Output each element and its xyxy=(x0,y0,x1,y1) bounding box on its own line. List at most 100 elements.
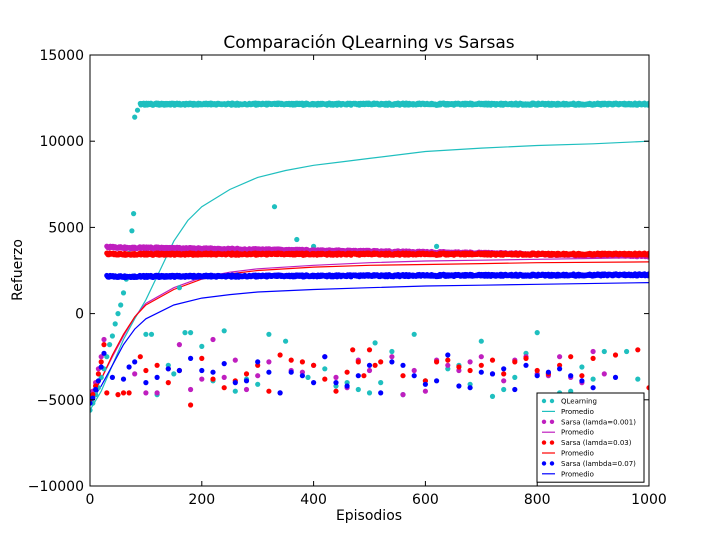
data-point xyxy=(243,378,250,384)
data-point xyxy=(400,373,406,379)
data-point xyxy=(288,357,294,363)
data-point xyxy=(501,378,507,384)
data-point xyxy=(467,359,473,365)
data-point xyxy=(104,390,110,396)
data-point xyxy=(590,348,596,355)
data-point xyxy=(95,378,101,384)
data-point xyxy=(478,362,484,368)
data-point xyxy=(579,364,585,370)
data-point xyxy=(501,386,507,393)
x-tick-label: 0 xyxy=(86,492,95,508)
data-point xyxy=(188,355,194,361)
data-point xyxy=(266,331,272,337)
legend-label: Sarsa (lamda=0.03) xyxy=(561,439,632,447)
data-point xyxy=(456,364,462,370)
data-point xyxy=(126,364,132,370)
data-point xyxy=(199,367,205,374)
data-point xyxy=(221,328,227,334)
data-point xyxy=(182,330,188,336)
data-point xyxy=(411,331,417,337)
data-point xyxy=(131,211,137,217)
data-point xyxy=(101,342,107,348)
data-point xyxy=(90,407,93,413)
data-point xyxy=(134,107,141,113)
legend-box xyxy=(536,392,645,483)
y-tick-label: 10000 xyxy=(39,134,84,150)
plot-frame xyxy=(89,54,650,487)
data-point xyxy=(199,376,205,382)
data-point xyxy=(590,385,596,391)
legend-marker xyxy=(549,419,555,424)
data-point xyxy=(322,354,328,360)
data-point xyxy=(579,373,585,379)
data-point xyxy=(154,374,160,380)
data-point xyxy=(115,392,121,398)
data-point xyxy=(512,374,518,380)
data-point xyxy=(132,371,138,377)
data-point xyxy=(344,369,350,375)
data-point xyxy=(299,373,305,379)
legend-marker xyxy=(541,398,547,404)
legend-label: Promedio xyxy=(561,450,594,458)
data-point xyxy=(422,388,428,394)
data-point xyxy=(283,338,289,344)
series-line-7 xyxy=(90,282,649,404)
data-point xyxy=(333,388,339,394)
data-point xyxy=(557,354,563,360)
data-point xyxy=(277,390,283,396)
legend-label: Promedio xyxy=(561,470,594,478)
data-point xyxy=(277,352,283,358)
data-point xyxy=(366,390,373,396)
data-point xyxy=(378,380,384,386)
data-point xyxy=(132,359,138,365)
data-point xyxy=(489,357,496,363)
y-tick-label: 0 xyxy=(75,307,84,323)
data-point xyxy=(350,347,356,353)
data-point xyxy=(176,367,182,374)
legend-marker xyxy=(541,440,547,445)
data-point xyxy=(400,362,406,368)
data-point xyxy=(400,392,406,398)
data-point xyxy=(243,386,250,393)
series-points-0 xyxy=(90,100,649,413)
data-point xyxy=(624,348,630,355)
data-point xyxy=(590,376,596,382)
data-point xyxy=(232,388,238,394)
legend-label: QLearning xyxy=(561,398,597,406)
data-point xyxy=(601,371,607,377)
data-point xyxy=(389,348,395,355)
data-point xyxy=(512,359,518,365)
data-point xyxy=(322,376,328,382)
data-point xyxy=(612,352,619,358)
y-tick-label: 15000 xyxy=(39,48,84,64)
legend-label: Sarsa (lamda=0.001) xyxy=(561,418,636,426)
data-point xyxy=(266,359,272,365)
data-point xyxy=(98,359,104,365)
legend-marker xyxy=(549,461,555,466)
data-point xyxy=(109,333,115,339)
legend-marker xyxy=(549,398,555,404)
data-point xyxy=(221,361,227,367)
data-point xyxy=(210,369,216,375)
data-point xyxy=(148,331,155,337)
data-point xyxy=(501,371,507,377)
data-point xyxy=(568,373,574,379)
data-point xyxy=(271,204,278,210)
data-point xyxy=(143,390,149,396)
data-point xyxy=(366,347,373,353)
data-point xyxy=(389,354,395,360)
data-point xyxy=(199,343,205,349)
data-point xyxy=(333,380,339,386)
data-point xyxy=(489,393,496,399)
data-point xyxy=(188,386,194,393)
data-point xyxy=(445,362,451,368)
data-point xyxy=(523,362,529,368)
legend-label: Sarsa (lambda=0.07) xyxy=(561,460,636,468)
data-point xyxy=(422,381,428,387)
y-tick-label: −5000 xyxy=(37,393,84,409)
x-tick-label: 800 xyxy=(524,492,551,508)
data-point xyxy=(93,386,99,393)
data-point xyxy=(288,369,294,375)
data-point xyxy=(311,380,317,386)
